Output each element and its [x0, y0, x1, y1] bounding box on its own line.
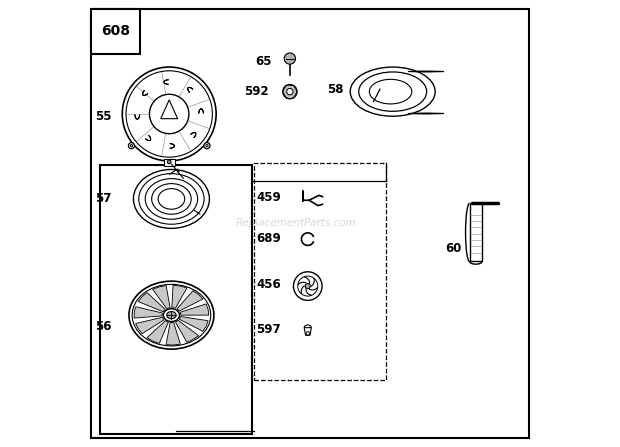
Text: 58: 58: [327, 83, 343, 96]
Polygon shape: [172, 285, 187, 308]
Bar: [100, 165, 252, 434]
Ellipse shape: [133, 169, 210, 228]
Bar: [164, 159, 175, 165]
Circle shape: [283, 84, 297, 99]
Circle shape: [293, 272, 322, 300]
Ellipse shape: [167, 312, 176, 319]
Text: 608: 608: [101, 24, 130, 38]
Text: 597: 597: [256, 323, 281, 336]
Bar: [91, 9, 140, 54]
Polygon shape: [304, 328, 311, 335]
Circle shape: [286, 89, 293, 95]
Text: 689: 689: [256, 232, 281, 245]
Bar: [254, 163, 386, 380]
Text: 65: 65: [255, 55, 272, 68]
Circle shape: [130, 144, 133, 147]
Text: 456: 456: [256, 278, 281, 291]
Polygon shape: [166, 322, 180, 345]
Ellipse shape: [163, 309, 180, 321]
Polygon shape: [175, 320, 198, 342]
Text: 55: 55: [95, 110, 111, 123]
Text: 57: 57: [95, 192, 111, 206]
Text: 60: 60: [446, 241, 462, 255]
Polygon shape: [136, 317, 164, 334]
Polygon shape: [153, 286, 170, 309]
Polygon shape: [134, 307, 162, 318]
Circle shape: [149, 94, 189, 134]
Circle shape: [122, 67, 216, 161]
Text: 592: 592: [244, 85, 269, 98]
Polygon shape: [179, 316, 208, 331]
Polygon shape: [469, 203, 482, 261]
Circle shape: [204, 143, 210, 149]
Polygon shape: [180, 304, 209, 315]
Polygon shape: [138, 292, 166, 312]
Ellipse shape: [129, 281, 214, 349]
Text: 56: 56: [95, 320, 111, 333]
Text: 459: 459: [256, 191, 281, 204]
Text: ReplacementParts.com: ReplacementParts.com: [236, 219, 357, 228]
Circle shape: [284, 53, 296, 64]
Circle shape: [305, 283, 311, 289]
Circle shape: [167, 160, 171, 164]
Polygon shape: [177, 291, 203, 311]
Polygon shape: [161, 100, 178, 118]
Circle shape: [206, 144, 208, 147]
Circle shape: [128, 143, 135, 149]
Polygon shape: [147, 321, 169, 343]
